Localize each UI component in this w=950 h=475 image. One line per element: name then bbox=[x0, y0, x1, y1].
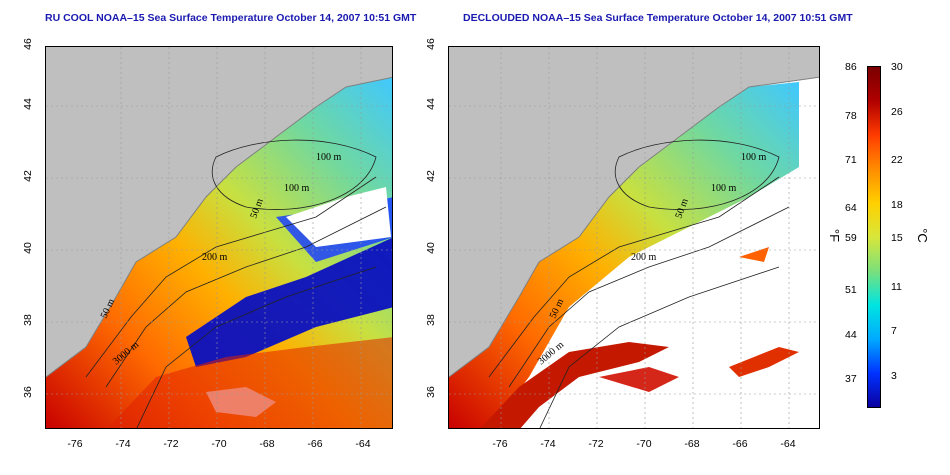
x-tick: -64 bbox=[780, 438, 796, 450]
y-tick: 36 bbox=[424, 386, 437, 398]
celsius-tick: 30 bbox=[891, 61, 903, 73]
fahrenheit-tick: 71 bbox=[845, 154, 857, 166]
sst-map-right: 100 m 100 m 50 m 200 m 50 m 3000 m bbox=[449, 47, 819, 428]
x-tick: -70 bbox=[636, 438, 652, 450]
y-tick: 38 bbox=[424, 314, 437, 326]
y-tick: 44 bbox=[21, 98, 34, 110]
contour-label: 100 m bbox=[711, 183, 737, 194]
celsius-tick: 26 bbox=[891, 106, 903, 118]
x-tick: -68 bbox=[259, 438, 275, 450]
x-tick: -72 bbox=[588, 438, 604, 450]
fahrenheit-tick: 44 bbox=[845, 329, 857, 341]
x-tick: -64 bbox=[355, 438, 371, 450]
contour-label: 100 m bbox=[741, 152, 767, 163]
celsius-tick: 15 bbox=[891, 232, 903, 244]
y-tick: 38 bbox=[21, 314, 34, 326]
colorbar bbox=[867, 66, 881, 408]
y-tick: 40 bbox=[424, 242, 437, 254]
map-panel-right: 100 m 100 m 50 m 200 m 50 m 3000 m bbox=[448, 46, 820, 429]
fahrenheit-tick: 37 bbox=[845, 373, 857, 385]
x-tick: -68 bbox=[684, 438, 700, 450]
y-tick: 36 bbox=[21, 386, 34, 398]
y-tick: 42 bbox=[424, 170, 437, 182]
fahrenheit-tick: 78 bbox=[845, 110, 857, 122]
x-tick: -72 bbox=[163, 438, 179, 450]
map-panel-left: 100 m 100 m 50 m 200 m 50 m 3000 m bbox=[45, 46, 393, 429]
fahrenheit-tick: 59 bbox=[845, 232, 857, 244]
x-tick: -74 bbox=[540, 438, 556, 450]
contour-label: 200 m bbox=[202, 252, 228, 263]
y-tick: 44 bbox=[424, 98, 437, 110]
celsius-tick: 7 bbox=[891, 325, 897, 337]
x-tick: -74 bbox=[115, 438, 131, 450]
y-tick: 46 bbox=[21, 38, 34, 50]
y-tick: 42 bbox=[21, 170, 34, 182]
map-frame-right: 100 m 100 m 50 m 200 m 50 m 3000 m bbox=[448, 46, 820, 429]
x-tick: -70 bbox=[211, 438, 227, 450]
contour-label: 100 m bbox=[316, 152, 342, 163]
y-tick: 46 bbox=[424, 38, 437, 50]
map-frame-left: 100 m 100 m 50 m 200 m 50 m 3000 m bbox=[45, 46, 393, 429]
sst-map-left: 100 m 100 m 50 m 200 m 50 m 3000 m bbox=[46, 47, 392, 428]
x-tick: -66 bbox=[307, 438, 323, 450]
fahrenheit-tick: 64 bbox=[845, 202, 857, 214]
contour-label: 200 m bbox=[631, 252, 657, 263]
x-tick: -76 bbox=[67, 438, 83, 450]
map-title-left: RU COOL NOAA–15 Sea Surface Temperature … bbox=[45, 12, 417, 24]
fahrenheit-tick: 51 bbox=[845, 284, 857, 296]
map-title-right: DECLOUDED NOAA–15 Sea Surface Temperatur… bbox=[463, 12, 853, 24]
fahrenheit-tick: 86 bbox=[845, 61, 857, 73]
celsius-tick: 18 bbox=[891, 199, 903, 211]
y-tick: 40 bbox=[21, 242, 34, 254]
x-tick: -66 bbox=[732, 438, 748, 450]
celsius-tick: 22 bbox=[891, 154, 903, 166]
celsius-unit: °C bbox=[914, 228, 930, 243]
celsius-tick: 3 bbox=[891, 370, 897, 382]
celsius-tick: 11 bbox=[891, 281, 902, 293]
fahrenheit-unit: °F bbox=[827, 228, 843, 243]
x-tick: -76 bbox=[492, 438, 508, 450]
contour-label: 100 m bbox=[284, 183, 310, 194]
